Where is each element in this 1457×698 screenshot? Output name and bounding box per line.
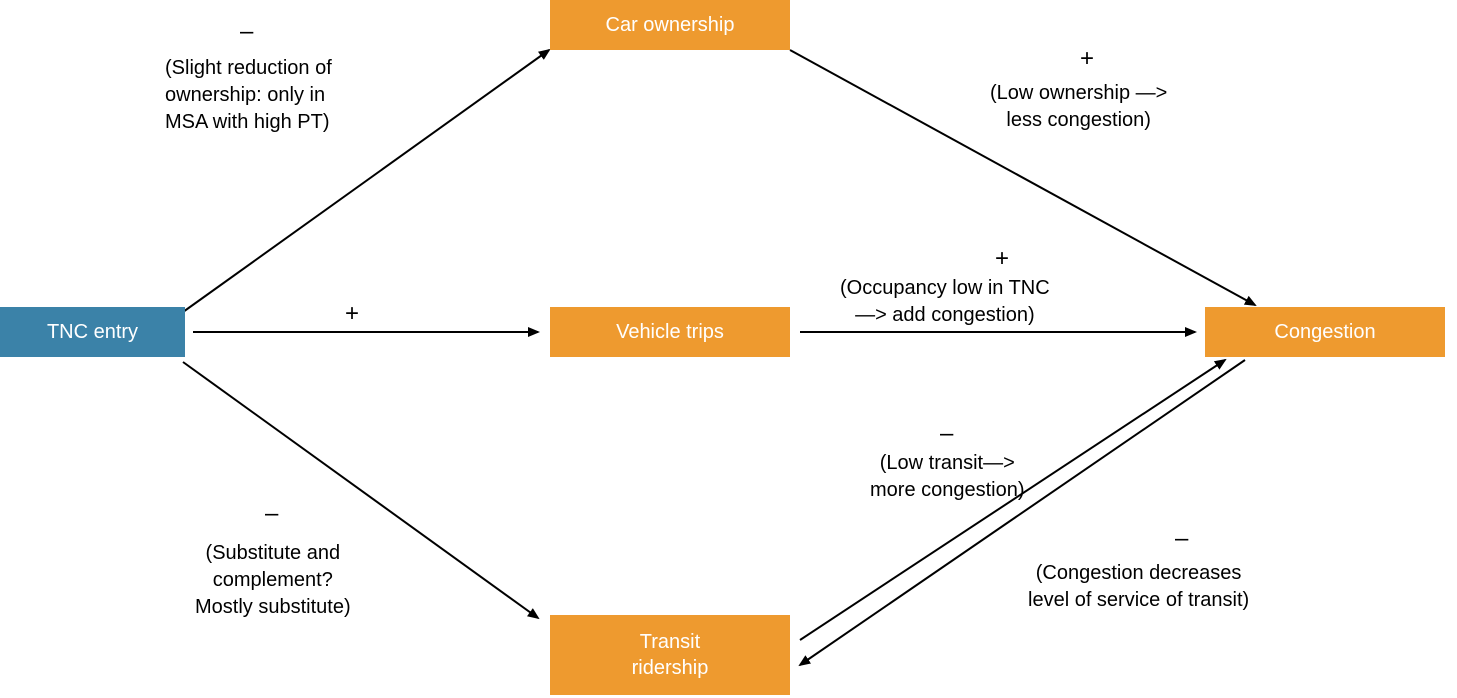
- node-transit-ridership: Transitridership: [550, 615, 790, 695]
- annotation-substitute: (Substitute andcomplement?Mostly substit…: [195, 540, 351, 621]
- sign-plus-tnc-vehicle: +: [345, 300, 359, 328]
- sign-minus-congestion-transit: –: [1175, 525, 1188, 553]
- annotation-occupancy: (Occupancy low in TNC—> add congestion): [840, 275, 1050, 329]
- sign-plus-vehicle-congestion: +: [995, 245, 1009, 273]
- sign-minus-tnc-car: –: [240, 18, 253, 46]
- annotation-ownership-reduction: (Slight reduction ofownership: only inMS…: [165, 55, 332, 136]
- sign-minus-tnc-transit: –: [265, 500, 278, 528]
- sign-plus-car-congestion: +: [1080, 45, 1094, 73]
- node-tnc-entry: TNC entry: [0, 307, 185, 357]
- node-car-ownership: Car ownership: [550, 0, 790, 50]
- annotation-low-ownership: (Low ownership —>less congestion): [990, 80, 1167, 134]
- sign-minus-transit-congestion: –: [940, 420, 953, 448]
- annotation-congestion-transit: (Congestion decreaseslevel of service of…: [1028, 560, 1249, 614]
- node-congestion: Congestion: [1205, 307, 1445, 357]
- annotation-low-transit: (Low transit—>more congestion): [870, 450, 1025, 504]
- node-vehicle-trips: Vehicle trips: [550, 307, 790, 357]
